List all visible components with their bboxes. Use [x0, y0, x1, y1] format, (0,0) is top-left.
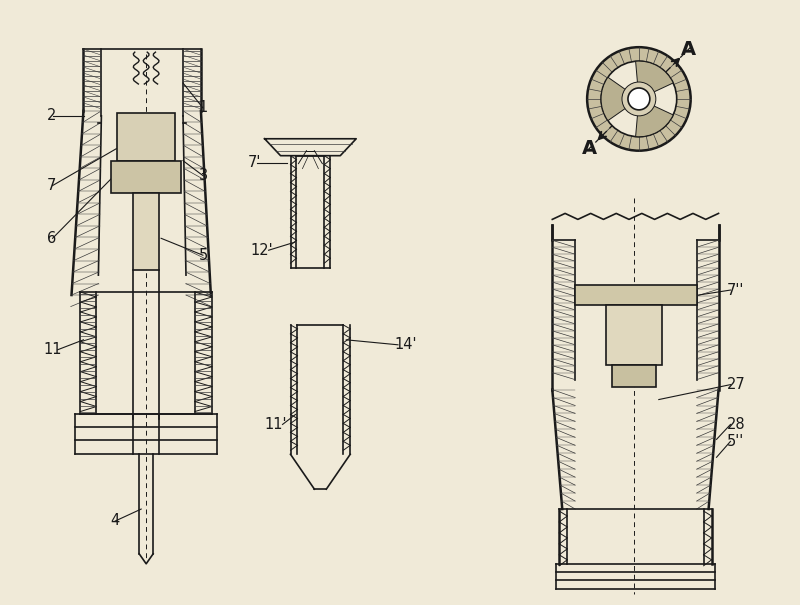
Text: 6: 6	[47, 231, 57, 246]
Circle shape	[601, 61, 677, 137]
Text: 7'': 7''	[726, 283, 744, 298]
Text: A: A	[681, 40, 696, 59]
Text: 27: 27	[726, 377, 746, 392]
Bar	[118, 113, 175, 161]
Bar	[606, 305, 662, 365]
Bar	[134, 192, 159, 270]
Text: 2: 2	[47, 108, 57, 123]
Wedge shape	[601, 77, 639, 120]
Text: 7': 7'	[247, 155, 261, 170]
Bar	[575, 285, 697, 305]
Circle shape	[587, 47, 690, 151]
Wedge shape	[636, 99, 673, 137]
Text: 4: 4	[110, 514, 119, 529]
Text: 1: 1	[199, 100, 208, 116]
Circle shape	[622, 82, 656, 116]
Text: 14': 14'	[394, 338, 417, 352]
Text: 11: 11	[43, 342, 62, 358]
Text: A: A	[582, 139, 597, 158]
Text: 5'': 5''	[726, 434, 744, 449]
Text: 28: 28	[726, 417, 745, 432]
Text: 5: 5	[199, 247, 208, 263]
Bar	[111, 161, 181, 192]
Text: 11': 11'	[264, 417, 286, 432]
Circle shape	[628, 88, 650, 110]
Wedge shape	[636, 61, 673, 99]
Bar	[612, 365, 656, 387]
Text: 3: 3	[199, 168, 208, 183]
Text: 12': 12'	[250, 243, 273, 258]
Text: 7: 7	[47, 178, 57, 193]
